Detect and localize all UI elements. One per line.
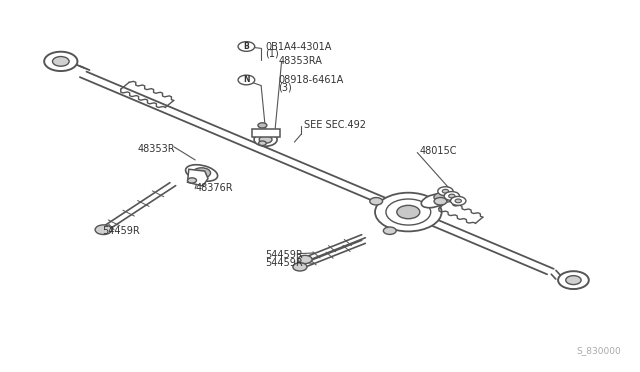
Circle shape [258,123,267,128]
Circle shape [434,198,447,205]
Text: 48015C: 48015C [419,146,457,155]
Circle shape [451,196,466,205]
Circle shape [95,225,112,235]
Circle shape [193,168,211,178]
Circle shape [455,199,461,203]
Text: 48376R: 48376R [195,183,233,193]
Circle shape [444,192,460,201]
Circle shape [434,193,449,202]
Circle shape [52,57,69,66]
Text: 48353R: 48353R [138,144,175,154]
Text: 0B1A4-4301A: 0B1A4-4301A [266,42,332,51]
Circle shape [238,75,255,85]
Ellipse shape [186,165,218,181]
Ellipse shape [421,194,447,208]
Text: 48353RA: 48353RA [278,57,323,66]
Circle shape [254,133,277,146]
Circle shape [293,263,307,271]
Text: (3): (3) [278,83,292,92]
Circle shape [386,199,431,225]
Circle shape [298,255,312,263]
Text: (1): (1) [266,49,279,59]
Circle shape [238,42,255,51]
Text: S_830000: S_830000 [576,346,621,355]
Circle shape [397,205,420,219]
Text: 08918-6461A: 08918-6461A [278,75,344,85]
Circle shape [44,52,77,71]
Circle shape [383,227,396,234]
Circle shape [566,276,581,285]
Circle shape [438,187,453,196]
Polygon shape [252,129,280,137]
Text: N: N [243,76,250,84]
Polygon shape [188,169,208,186]
Circle shape [375,193,442,231]
Text: 54459R: 54459R [266,250,303,260]
Circle shape [188,178,196,183]
Circle shape [370,198,383,205]
Circle shape [259,141,266,145]
Circle shape [259,136,272,143]
Circle shape [442,189,449,193]
Text: SEE SEC.492: SEE SEC.492 [304,120,366,129]
Circle shape [449,194,455,198]
Text: 54459R: 54459R [102,226,140,235]
Text: B: B [244,42,249,51]
Circle shape [558,271,589,289]
Text: 54459R: 54459R [266,258,303,268]
